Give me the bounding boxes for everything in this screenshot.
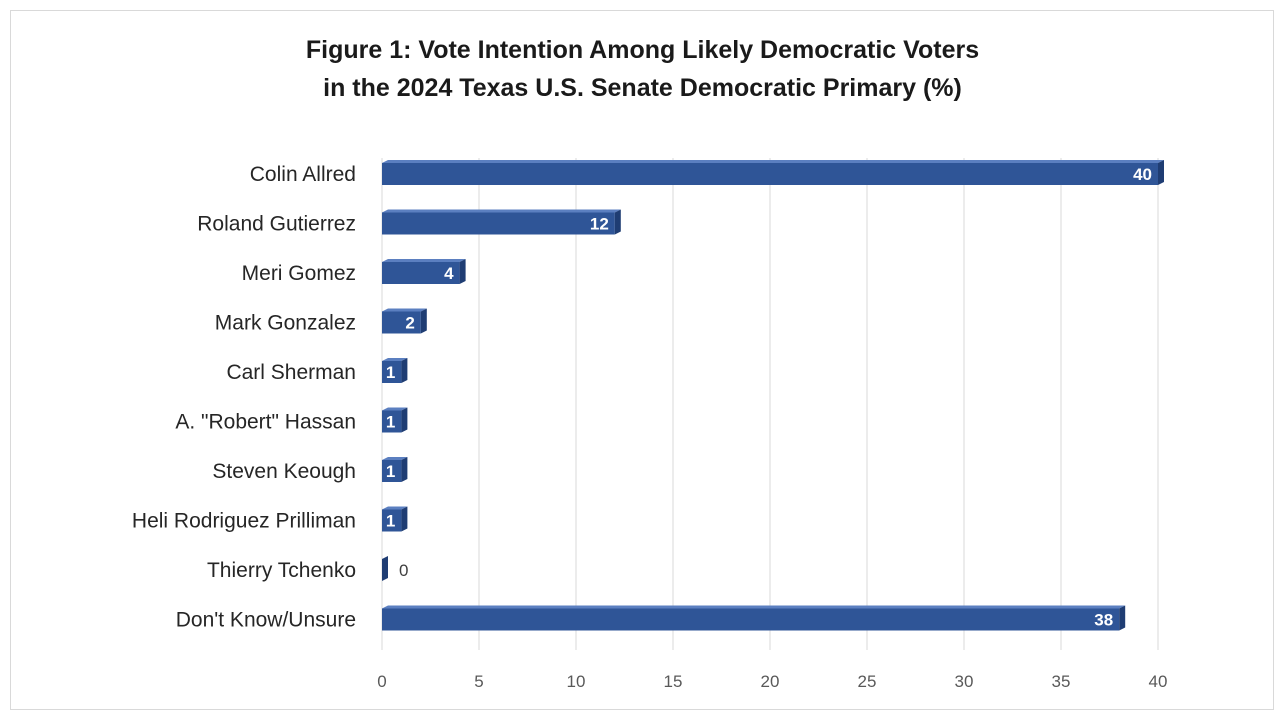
x-tick-label: 15 [664,672,683,691]
category-label: Steven Keough [212,460,356,483]
data-label: 2 [405,314,414,333]
x-tick-label: 25 [858,672,877,691]
data-label: 1 [386,462,395,481]
bar [382,410,402,433]
category-label: Mark Gonzalez [215,312,356,335]
x-tick-label: 40 [1149,672,1168,691]
bar-top-face [382,308,427,312]
bar-side-face [382,556,388,581]
x-tick-label: 0 [377,672,386,691]
bar [382,608,1120,631]
bar [382,262,460,284]
bar [382,361,402,383]
data-label: 12 [590,215,609,234]
bar [382,311,421,334]
bar-top-face [382,160,1164,163]
bar-side-face [1119,605,1126,631]
category-label: Heli Rodriguez Prilliman [132,510,356,533]
category-label: Thierry Tchenko [207,559,356,582]
bar [382,460,402,482]
category-label: Roland Gutierrez [197,213,356,236]
bar-side-face [401,358,408,383]
x-tick-label: 5 [474,672,483,691]
bar-top-face [382,358,408,361]
bar-top-face [382,457,408,460]
bar-top-face [382,259,466,262]
chart-frame [10,10,1274,710]
bar-side-face [401,506,408,532]
bar-top-face [382,407,408,411]
x-tick-label: 30 [955,672,974,691]
category-label: Don't Know/Unsure [176,609,356,632]
bar-side-face [420,308,427,334]
category-label: Carl Sherman [226,361,356,384]
data-label: 0 [399,561,408,580]
bar [382,163,1158,185]
bar [382,212,615,235]
bar-side-face [401,457,408,482]
chart-title-line-2: in the 2024 Texas U.S. Senate Democratic… [323,74,962,102]
category-label: Colin Allred [250,163,356,186]
data-label: 1 [386,512,395,531]
x-tick-label: 35 [1052,672,1071,691]
bar-side-face [614,209,621,235]
chart-title-line-1: Figure 1: Vote Intention Among Likely De… [305,36,980,64]
data-label: 1 [386,413,395,432]
bar [382,509,402,532]
bar-side-face [1158,160,1164,185]
data-label: 4 [444,264,454,283]
bar-side-face [459,259,466,284]
bar-top-face [382,506,408,510]
x-tick-label: 20 [761,672,780,691]
data-label: 1 [386,363,395,382]
x-tick-label: 10 [567,672,586,691]
category-label: Meri Gomez [242,262,356,285]
data-label: 38 [1094,611,1113,630]
data-label: 40 [1133,165,1152,184]
bar-top-face [382,209,621,213]
category-label: A. "Robert" Hassan [175,411,356,434]
bar-top-face [382,605,1126,609]
bar-side-face [401,407,408,433]
